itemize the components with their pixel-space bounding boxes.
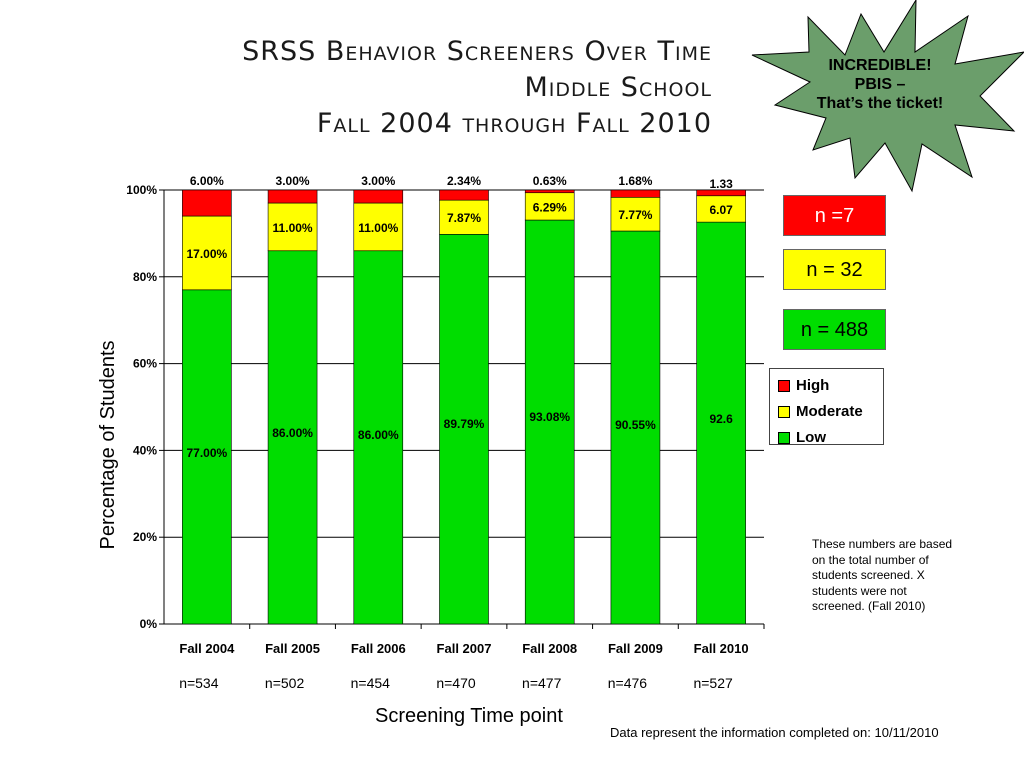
n-count-label: n=476 [608,675,648,691]
n-box-low-label: n = 488 [800,319,869,341]
y-tick-label: 0% [140,617,158,631]
bar-moderate [267,202,318,252]
data-label-moderate: 6.07 [709,203,733,217]
data-label-high: 3.00% [361,174,395,188]
bar-high [610,189,661,198]
data-label-moderate: 7.77% [618,208,652,222]
starburst-shape [751,0,1024,193]
data-label-low: 92.6 [709,412,733,426]
legend-label-low: Low [796,429,826,446]
n-count-label: n=477 [522,675,562,691]
title-line-3: Fall 2004 through Fall 2010 [316,108,712,139]
y-tick-label: 20% [133,530,157,544]
bar-low [696,221,746,625]
y-tick-label: 80% [133,270,157,284]
starburst-callout [751,0,1024,193]
callout-line-2: PBIS – [854,76,906,93]
n-count-label: n=502 [265,675,305,691]
x-axis-title: Screening Time point [375,705,563,727]
data-label-high: 1.33 [709,177,733,191]
y-tick-label: 40% [133,443,157,457]
x-tick-label: Fall 2009 [608,641,663,656]
bar-high [439,189,489,201]
legend-swatch-low [778,432,790,444]
legend-swatch-high [778,380,790,392]
bar-high [353,189,404,204]
legend-swatch-moderate [778,406,790,418]
chart-legend: High Moderate Low [769,368,884,446]
data-label-high: 2.34% [447,174,481,188]
bar-high [182,189,232,217]
title-line-2: Middle School [524,72,712,103]
bar-moderate [353,202,404,252]
bar-low [267,250,318,625]
callout-line-3: That’s the ticket! [816,95,944,112]
data-label-low: 77.00% [187,446,228,460]
n-box-low: n = 488 [783,309,886,350]
y-tick-label: 60% [133,357,157,371]
title-line-1: SRSS Behavior Screeners Over Time [242,36,712,67]
bar-moderate [696,195,746,223]
bar-high [267,189,318,204]
n-box-moderate: n = 32 [783,249,886,290]
data-label-high: 0.63% [533,174,567,188]
slide-title: SRSS Behavior Screeners Over Time Middle… [242,34,712,142]
n-box-moderate-label: n = 32 [806,259,863,281]
data-label-high: 3.00% [276,174,310,188]
bar-low [524,219,575,625]
legend-item-high: High [778,373,883,399]
x-tick-label: Fall 2005 [265,641,320,656]
data-label-moderate: 7.87% [447,211,481,225]
x-tick-label: Fall 2004 [179,641,235,656]
bar-moderate [439,199,489,235]
data-label-high: 6.00% [190,174,224,188]
x-tick-label: Fall 2010 [694,641,749,656]
bar-low [610,230,661,625]
bar-low [439,234,489,625]
data-label-moderate: 17.00% [187,247,228,261]
n-count-label: n=527 [693,675,733,691]
bar-moderate [610,196,661,232]
data-label-high: 1.68% [618,174,652,188]
y-tick-label: 100% [126,183,157,197]
x-tick-label: Fall 2008 [522,641,577,656]
n-count-label: n=470 [436,675,476,691]
bar-low [182,289,232,625]
y-axis-title: Percentage of Students [97,340,119,549]
callout-text: INCREDIBLE! PBIS – That’s the ticket! [760,56,1000,113]
bar-high [696,189,746,197]
callout-line-1: INCREDIBLE! [828,57,932,74]
bar-high [524,189,575,194]
data-label-moderate: 11.00% [273,221,313,235]
bar-moderate [524,192,575,221]
legend-label-high: High [796,377,830,394]
data-label-low: 86.00% [272,426,313,440]
footnote-text: These numbers are based on the total num… [812,537,953,613]
data-label-low: 89.79% [444,417,485,431]
data-label-low: 93.08% [529,410,570,424]
legend-label-moderate: Moderate [796,403,863,420]
bar-low [353,250,404,625]
data-label-low: 86.00% [358,428,399,442]
x-tick-label: Fall 2006 [351,641,406,656]
legend-item-low: Low [778,425,883,451]
data-date-footer: Data represent the information completed… [610,725,939,740]
data-label-moderate: 11.00% [358,221,398,235]
x-tick-label: Fall 2007 [437,641,492,656]
data-label-moderate: 6.29% [533,200,567,214]
n-count-label: n=454 [351,675,391,691]
n-box-high-label: n =7 [814,205,855,227]
legend-item-moderate: Moderate [778,399,883,425]
n-count-label: n=534 [179,675,219,691]
data-label-low: 90.55% [615,418,656,432]
bar-moderate [182,215,232,291]
n-box-high: n =7 [783,195,886,236]
